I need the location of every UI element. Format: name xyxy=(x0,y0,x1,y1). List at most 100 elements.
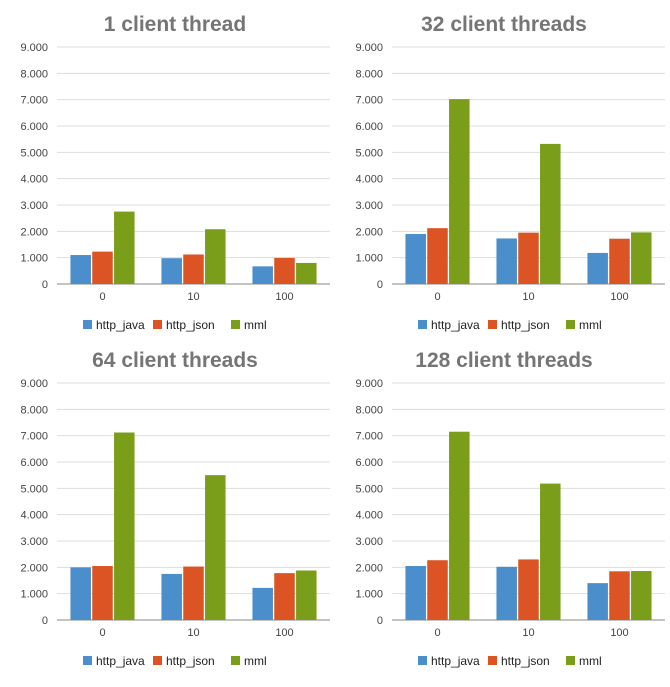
legend-label-http_java: http_java xyxy=(431,654,480,668)
y-tick-label: 4.000 xyxy=(20,174,48,186)
bar-mml-10 xyxy=(205,229,226,284)
y-tick-label: 1.000 xyxy=(20,589,48,601)
y-tick-label: 0 xyxy=(42,615,48,627)
y-tick-label: 5.000 xyxy=(355,147,383,159)
x-tick-label: 0 xyxy=(434,291,440,303)
legend-swatch-mml xyxy=(566,656,575,665)
bar-http_json-100 xyxy=(274,573,295,620)
y-tick-label: 8.000 xyxy=(355,68,383,80)
legend-label-mml: mml xyxy=(244,654,267,668)
bar-http_json-0 xyxy=(92,566,113,620)
y-tick-label: 3.000 xyxy=(355,200,383,212)
legend-swatch-http_java xyxy=(418,656,427,665)
y-tick-label: 3.000 xyxy=(20,536,48,548)
bar-http_java-100 xyxy=(252,266,273,284)
bar-mml-0 xyxy=(449,431,470,620)
y-tick-label: 8.000 xyxy=(355,404,383,416)
legend-swatch-http_json xyxy=(488,656,497,665)
legend-label-http_java: http_java xyxy=(96,654,145,668)
y-tick-label: 6.000 xyxy=(355,457,383,469)
chart-panel-128-client-threads: 128 client threads 0 1.000 2.000 3.000 4.000 5… xyxy=(335,336,670,679)
legend-label-http_json: http_json xyxy=(501,654,550,668)
y-tick-label: 6.000 xyxy=(20,121,48,133)
y-tick-label: 1.000 xyxy=(355,253,383,265)
y-tick-label: 5.000 xyxy=(20,483,48,495)
legend-swatch-http_json xyxy=(153,320,162,329)
x-tick-label: 10 xyxy=(522,291,534,303)
y-tick-label: 4.000 xyxy=(355,510,383,522)
x-tick-label: 10 xyxy=(187,627,199,639)
y-tick-label: 5.000 xyxy=(355,483,383,495)
y-tick-label: 7.000 xyxy=(20,95,48,107)
bar-http_json-0 xyxy=(427,560,448,620)
bar-http_java-0 xyxy=(70,255,91,284)
y-tick-label: 7.000 xyxy=(355,95,383,107)
chart-svg: 64 client threads 0 1.000 2.000 3.000 4.000 5.… xyxy=(20,349,330,668)
bar-http_java-0 xyxy=(405,233,426,284)
y-tick-label: 2.000 xyxy=(355,226,383,238)
bar-http_json-10 xyxy=(183,566,204,620)
legend-swatch-mml xyxy=(566,320,575,329)
bar-http_json-100 xyxy=(609,238,630,284)
chart-panel-32-client-threads: 32 client threads 0 1.000 2.000 3.000 4.000 5.… xyxy=(335,0,670,343)
legend-label-mml: mml xyxy=(244,318,267,332)
bar-mml-0 xyxy=(449,99,470,284)
y-tick-label: 0 xyxy=(377,279,383,291)
y-tick-label: 9.000 xyxy=(20,378,48,390)
chart-title: 64 client threads xyxy=(92,349,258,372)
legend-label-http_java: http_java xyxy=(96,318,145,332)
y-tick-label: 2.000 xyxy=(20,226,48,238)
legend-label-mml: mml xyxy=(579,318,602,332)
y-tick-label: 1.000 xyxy=(355,589,383,601)
legend-swatch-http_java xyxy=(83,320,92,329)
bar-mml-100 xyxy=(631,571,652,620)
bar-http_java-100 xyxy=(587,583,608,620)
chart-svg: 1 client thread 0 1.000 2.000 3.000 4.000 5.00… xyxy=(20,13,330,332)
y-tick-label: 4.000 xyxy=(20,510,48,522)
bar-http_java-100 xyxy=(252,587,273,620)
legend-swatch-mml xyxy=(231,320,240,329)
bar-mml-10 xyxy=(540,483,561,620)
chart-svg: 32 client threads 0 1.000 2.000 3.000 4.000 5.… xyxy=(355,13,665,332)
bar-mml-10 xyxy=(205,475,226,620)
x-tick-label: 100 xyxy=(275,291,293,303)
y-tick-label: 8.000 xyxy=(20,68,48,80)
bar-http_json-100 xyxy=(274,257,295,284)
y-tick-label: 7.000 xyxy=(355,431,383,443)
y-tick-label: 2.000 xyxy=(355,562,383,574)
bar-mml-10 xyxy=(540,143,561,284)
legend-swatch-http_json xyxy=(153,656,162,665)
legend-swatch-http_json xyxy=(488,320,497,329)
x-tick-label: 0 xyxy=(434,627,440,639)
x-tick-label: 100 xyxy=(610,291,628,303)
y-tick-label: 1.000 xyxy=(20,253,48,265)
bar-http_json-100 xyxy=(609,571,630,620)
y-tick-label: 9.000 xyxy=(355,378,383,390)
bar-http_java-10 xyxy=(496,566,517,620)
y-tick-label: 0 xyxy=(42,279,48,291)
bar-mml-100 xyxy=(296,262,317,284)
bar-http_json-0 xyxy=(427,228,448,284)
bar-http_java-0 xyxy=(70,567,91,620)
y-tick-label: 6.000 xyxy=(355,121,383,133)
chart-panel-1-client-thread: 1 client thread 0 1.000 2.000 3.000 4.000 5.00… xyxy=(0,0,335,343)
legend-label-http_json: http_json xyxy=(501,318,550,332)
legend-label-http_java: http_java xyxy=(431,318,480,332)
legend-swatch-http_java xyxy=(83,656,92,665)
legend-label-http_json: http_json xyxy=(166,654,215,668)
bar-http_json-10 xyxy=(518,559,539,620)
bar-mml-0 xyxy=(114,432,135,620)
y-tick-label: 5.000 xyxy=(20,147,48,159)
bar-mml-100 xyxy=(631,232,652,284)
y-tick-label: 0 xyxy=(377,615,383,627)
bar-http_java-100 xyxy=(587,252,608,284)
bar-mml-100 xyxy=(296,570,317,620)
y-tick-label: 3.000 xyxy=(355,536,383,548)
bar-http_json-10 xyxy=(183,254,204,284)
y-tick-label: 9.000 xyxy=(355,42,383,54)
y-tick-label: 3.000 xyxy=(20,200,48,212)
legend-swatch-mml xyxy=(231,656,240,665)
bar-http_java-0 xyxy=(405,566,426,620)
x-tick-label: 0 xyxy=(99,291,105,303)
